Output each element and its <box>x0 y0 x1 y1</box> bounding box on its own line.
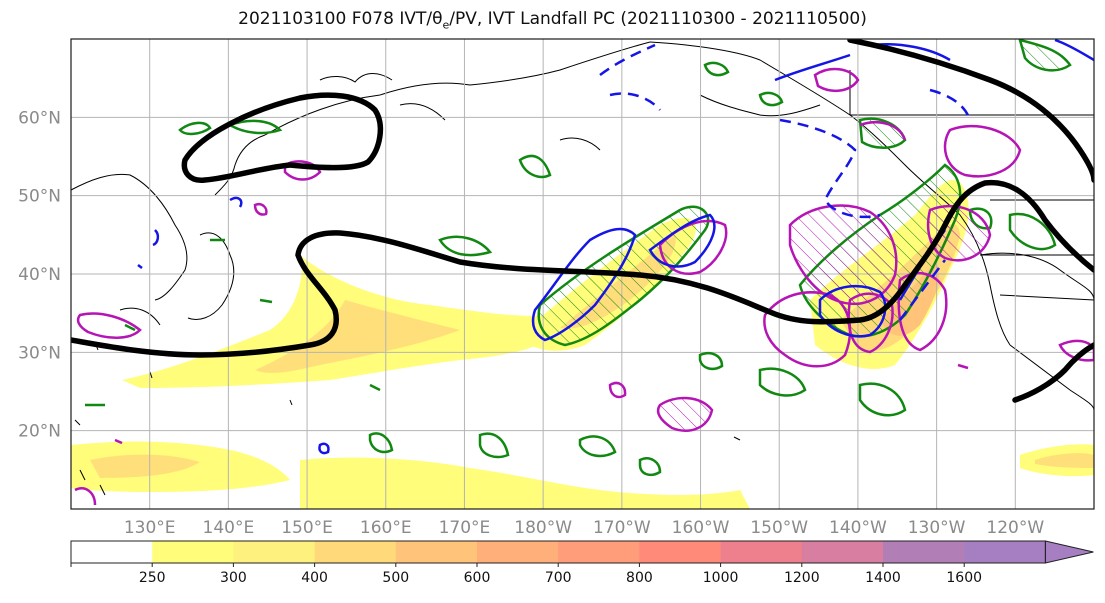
colorbar-segment-8 <box>720 541 803 563</box>
colorbar-label-7: 1000 <box>703 570 739 586</box>
map-frame <box>70 38 1095 510</box>
lon-label-6: 170°W <box>593 518 651 538</box>
colorbar-label-9: 1400 <box>865 570 901 586</box>
lon-label-9: 140°W <box>829 518 887 538</box>
lat-label-4: 20°N <box>18 422 61 442</box>
title-suffix: /PV, IVT Landfall PC (2021110300 - 20211… <box>449 9 867 29</box>
map-panel <box>71 39 1094 509</box>
title-subscript: e <box>442 18 450 32</box>
lon-label-7: 160°W <box>672 518 730 538</box>
lat-label-1: 50°N <box>18 187 61 207</box>
pv-contours <box>71 39 1094 403</box>
lon-label-5: 180°W <box>514 518 572 538</box>
lon-label-0: 130°E <box>124 518 176 538</box>
colorbar-label-10: 1600 <box>946 570 982 586</box>
lat-label-2: 40°N <box>18 265 61 285</box>
colorbar-segment-4 <box>395 541 478 563</box>
colorbar-segment-1 <box>152 541 234 563</box>
colorbar-segment-6 <box>558 541 640 563</box>
colorbar-segment-3 <box>314 541 397 563</box>
colorbar-segment-11 <box>964 541 1046 563</box>
plot-title: 2021103100 F078 IVT/θe/PV, IVT Landfall … <box>0 9 1105 31</box>
lon-label-2: 150°E <box>281 518 333 538</box>
colorbar-label-8: 1200 <box>784 570 820 586</box>
lon-label-10: 130°W <box>908 518 966 538</box>
colorbar-label-6: 800 <box>626 570 653 586</box>
colorbar-segment-2 <box>233 541 316 563</box>
colorbar-segment-9 <box>801 541 884 563</box>
negative-dashed-contours <box>599 43 972 321</box>
latitude-labels: 60°N 50°N 40°N 30°N 20°N <box>18 108 61 441</box>
lon-label-11: 120°W <box>986 518 1044 538</box>
colorbar-label-2: 400 <box>301 570 328 586</box>
colorbar-label-5: 700 <box>545 570 572 586</box>
title-prefix: 2021103100 F078 IVT/θ <box>238 9 443 29</box>
longitude-labels: 130°E 140°E 150°E 160°E 170°E 180°W 170°W 160°W… <box>124 518 1045 538</box>
lon-label-4: 170°E <box>439 518 491 538</box>
colorbar: 250 300 400 500 600 700 800 1000 1200 1400 1600 <box>70 540 1094 586</box>
colorbar-segment-0 <box>71 541 153 563</box>
lon-label-8: 150°W <box>750 518 808 538</box>
lat-label-3: 30°N <box>18 343 61 363</box>
lat-label-0: 60°N <box>18 108 61 128</box>
colorbar-label-1: 300 <box>220 570 247 586</box>
lon-label-3: 160°E <box>360 518 412 538</box>
colorbar-segment-7 <box>639 541 722 563</box>
colorbar-label-4: 600 <box>464 570 491 586</box>
colorbar-segment-5 <box>477 541 559 563</box>
positive-contours <box>74 67 1094 506</box>
colorbar-extend-arrow <box>1044 540 1094 564</box>
coastlines <box>71 41 1094 496</box>
colorbar-segment-10 <box>883 541 965 563</box>
lon-label-1: 140°E <box>203 518 255 538</box>
colorbar-label-3: 500 <box>382 570 409 586</box>
colorbar-label-0: 250 <box>139 570 166 586</box>
gridlines <box>71 39 1094 509</box>
